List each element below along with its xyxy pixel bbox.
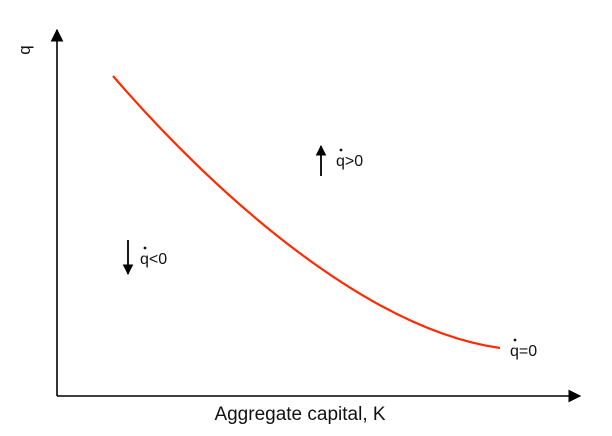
q-dot-zero-curve [112, 75, 501, 350]
q-dot-negative-label: q<0 [140, 251, 167, 268]
q-dot-zero-label: q=0 [510, 343, 537, 360]
q-dot-above [339, 148, 343, 152]
q-dot-below [143, 246, 147, 250]
x-axis-label: Aggregate capital, K [214, 404, 385, 425]
q-dot-curve [513, 338, 517, 342]
y-axis-label: q [15, 45, 34, 54]
q-dot-positive-label: q>0 [336, 153, 363, 170]
